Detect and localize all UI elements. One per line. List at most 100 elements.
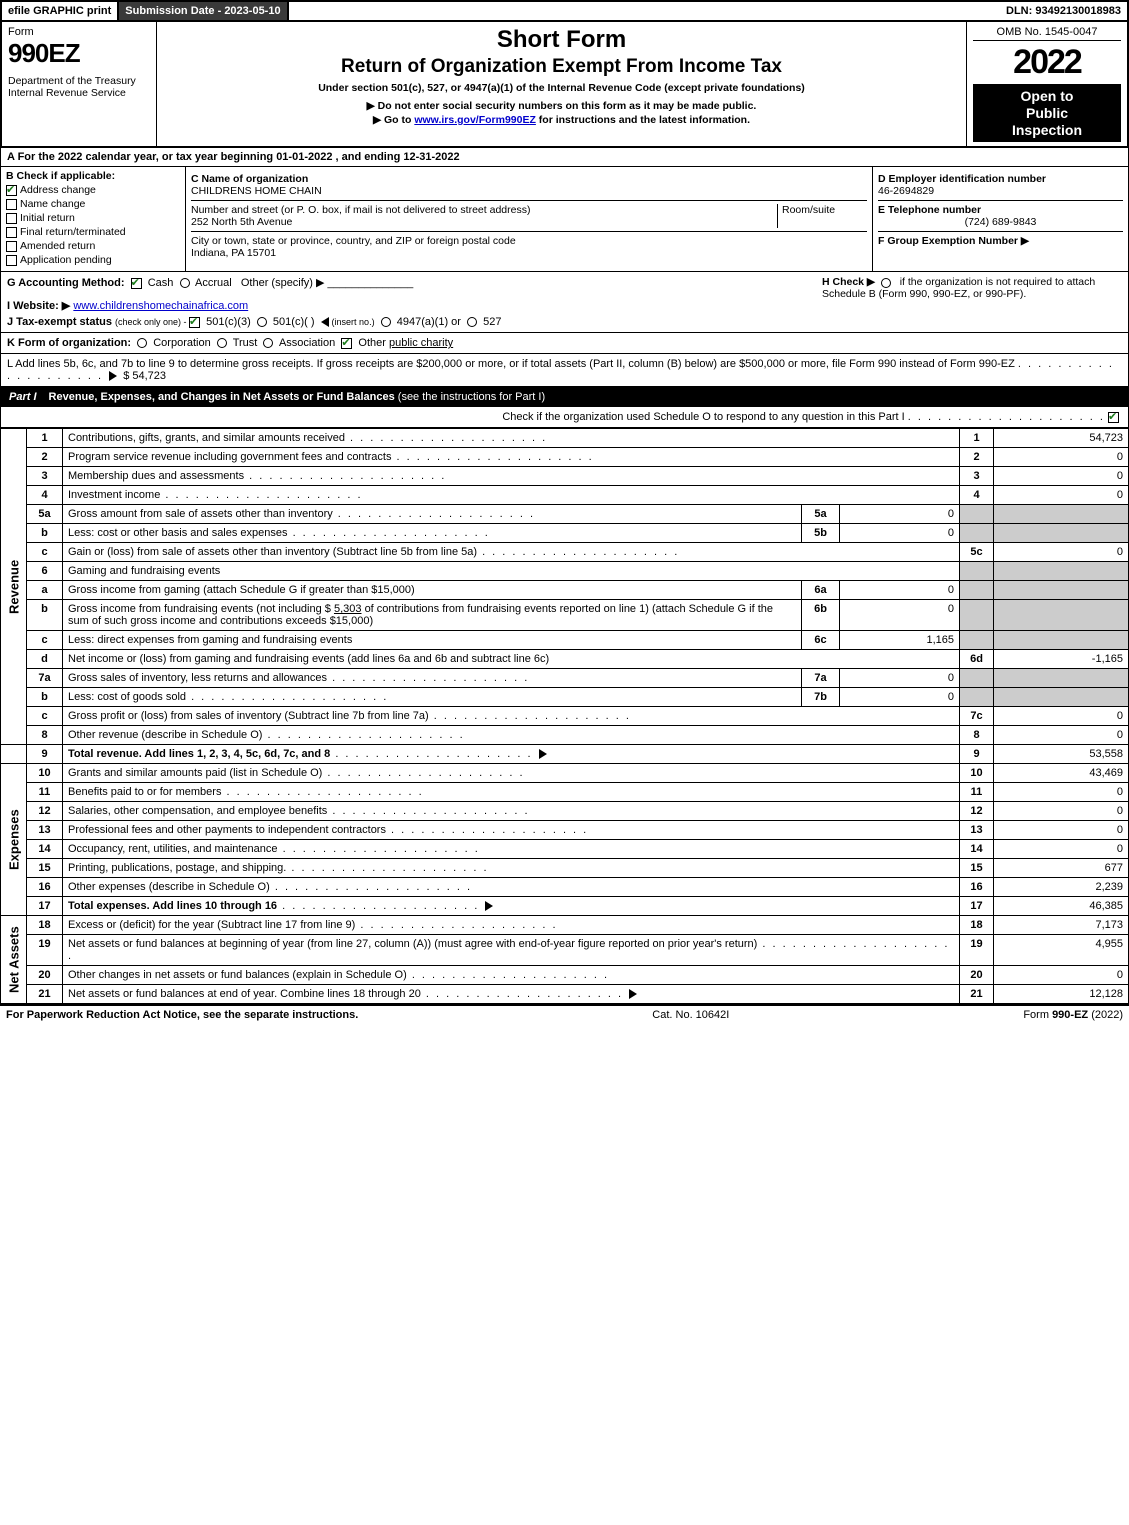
boxnum: 8 xyxy=(960,726,994,745)
linenum: 14 xyxy=(27,840,63,859)
desc-text: Less: cost of goods sold xyxy=(68,691,186,703)
form-number: 990EZ xyxy=(8,38,150,69)
revenue-vert-label: Revenue xyxy=(1,429,27,745)
desc-text: Occupancy, rent, utilities, and maintena… xyxy=(68,843,278,855)
part1-num: Part I xyxy=(9,391,37,403)
checkbox-icon xyxy=(6,227,17,238)
footer-right-bold: 990-EZ xyxy=(1052,1009,1088,1021)
col-b-header: B Check if applicable: xyxy=(6,170,180,182)
boxval: 0 xyxy=(994,486,1129,505)
boxval: 0 xyxy=(994,783,1129,802)
website-link[interactable]: www.childrenshomechainafrica.com xyxy=(73,300,248,312)
line-6b: b Gross income from fundraising events (… xyxy=(1,600,1129,631)
j-sub: (check only one) - xyxy=(115,317,189,327)
boxval: 0 xyxy=(994,707,1129,726)
line-7a: 7a Gross sales of inventory, less return… xyxy=(1,669,1129,688)
footer-right-pre: Form xyxy=(1023,1009,1052,1021)
linedesc: Program service revenue including govern… xyxy=(63,448,960,467)
chk-application-pending[interactable]: Application pending xyxy=(6,254,180,266)
checkbox-icon[interactable] xyxy=(131,278,142,289)
boxval-shade xyxy=(994,505,1129,524)
radio-icon[interactable] xyxy=(381,317,391,327)
chk-address-change[interactable]: Address change xyxy=(6,184,180,196)
dots xyxy=(278,843,480,855)
line-5c: c Gain or (loss) from sale of assets oth… xyxy=(1,543,1129,562)
radio-icon[interactable] xyxy=(180,278,190,288)
desc-text: Less: cost or other basis and sales expe… xyxy=(68,527,288,539)
chk-final-return[interactable]: Final return/terminated xyxy=(6,226,180,238)
part1-title-text: Revenue, Expenses, and Changes in Net As… xyxy=(49,391,395,403)
chk-label: Application pending xyxy=(20,254,112,266)
line-7b: b Less: cost of goods sold 7b 0 xyxy=(1,688,1129,707)
line-6: 6 Gaming and fundraising events xyxy=(1,562,1129,581)
boxval: 4,955 xyxy=(994,935,1129,966)
dots xyxy=(345,432,547,444)
boxnum-shade xyxy=(960,631,994,650)
radio-icon[interactable] xyxy=(467,317,477,327)
radio-icon[interactable] xyxy=(137,338,147,348)
boxnum: 5c xyxy=(960,543,994,562)
linedesc: Occupancy, rent, utilities, and maintena… xyxy=(63,840,960,859)
desc-text: Investment income xyxy=(68,489,160,501)
linenum: 21 xyxy=(27,985,63,1004)
linedesc: Excess or (deficit) for the year (Subtra… xyxy=(63,916,960,935)
desc-text: Program service revenue including govern… xyxy=(68,451,391,463)
chk-amended-return[interactable]: Amended return xyxy=(6,240,180,252)
irs-label: Internal Revenue Service xyxy=(8,87,150,99)
linenum: 9 xyxy=(27,745,63,764)
i-label: I Website: ▶ xyxy=(7,300,70,312)
boxnum: 2 xyxy=(960,448,994,467)
boxval: 0 xyxy=(994,726,1129,745)
6b-d1: Gross income from fundraising events (no… xyxy=(68,603,331,615)
form-id-block: Form 990EZ Department of the Treasury In… xyxy=(2,22,157,146)
linedesc: Other revenue (describe in Schedule O) xyxy=(63,726,960,745)
part1-check-row: Check if the organization used Schedule … xyxy=(0,407,1129,428)
linenum: 18 xyxy=(27,916,63,935)
efile-label[interactable]: efile GRAPHIC print xyxy=(2,2,119,20)
radio-icon[interactable] xyxy=(881,278,891,288)
linenum: d xyxy=(27,650,63,669)
chk-name-change[interactable]: Name change xyxy=(6,198,180,210)
chk-initial-return[interactable]: Initial return xyxy=(6,212,180,224)
line-1: Revenue 1 Contributions, gifts, grants, … xyxy=(1,429,1129,448)
triangle-icon xyxy=(539,749,547,759)
linedesc: Membership dues and assessments xyxy=(63,467,960,486)
checkbox-icon xyxy=(6,241,17,252)
boxval: 7,173 xyxy=(994,916,1129,935)
boxnum-shade xyxy=(960,524,994,543)
checkbox-icon[interactable] xyxy=(189,317,200,328)
irs-link[interactable]: www.irs.gov/Form990EZ xyxy=(414,114,536,126)
line-5a: 5a Gross amount from sale of assets othe… xyxy=(1,505,1129,524)
f-label: F Group Exemption Number ▶ xyxy=(878,235,1123,247)
radio-icon[interactable] xyxy=(263,338,273,348)
footer-mid: Cat. No. 10642I xyxy=(652,1009,729,1021)
j-insert: (insert no.) xyxy=(332,317,375,327)
expenses-vert-label: Expenses xyxy=(1,764,27,916)
part1-title: Revenue, Expenses, and Changes in Net As… xyxy=(49,391,1120,403)
dots xyxy=(322,767,524,779)
checkbox-icon[interactable] xyxy=(1108,412,1119,423)
city-row: City or town, state or province, country… xyxy=(191,232,867,262)
row-g-h: G Accounting Method: Cash Accrual Other … xyxy=(0,272,1129,333)
dln-label: DLN: 93492130018983 xyxy=(1000,2,1127,20)
linenum: 5a xyxy=(27,505,63,524)
line-12: 12 Salaries, other compensation, and emp… xyxy=(1,802,1129,821)
tax-year: 2022 xyxy=(973,43,1121,82)
linedesc: Contributions, gifts, grants, and simila… xyxy=(63,429,960,448)
radio-icon[interactable] xyxy=(217,338,227,348)
dots xyxy=(244,470,446,482)
linenum: b xyxy=(27,600,63,631)
part1-table: Revenue 1 Contributions, gifts, grants, … xyxy=(0,428,1129,1004)
g-other: Other (specify) ▶ xyxy=(241,277,325,289)
linedesc: Gross income from fundraising events (no… xyxy=(63,600,802,631)
linedesc: Gross profit or (loss) from sales of inv… xyxy=(63,707,960,726)
linedesc: Less: cost or other basis and sales expe… xyxy=(63,524,802,543)
column-b: B Check if applicable: Address change Na… xyxy=(1,167,186,271)
linedesc: Net assets or fund balances at beginning… xyxy=(63,935,960,966)
boxval: 46,385 xyxy=(994,897,1129,916)
checkbox-icon[interactable] xyxy=(341,338,352,349)
dots xyxy=(270,881,472,893)
radio-icon[interactable] xyxy=(257,317,267,327)
city-label: City or town, state or province, country… xyxy=(191,235,867,247)
linedesc: Benefits paid to or for members xyxy=(63,783,960,802)
